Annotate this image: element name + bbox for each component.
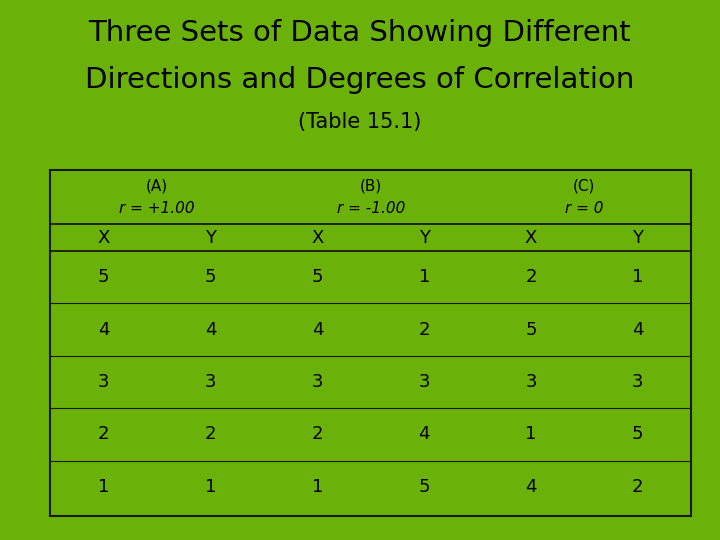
Text: 2: 2: [418, 321, 430, 339]
Text: 3: 3: [312, 373, 323, 391]
Text: (Table 15.1): (Table 15.1): [298, 112, 422, 132]
Text: 3: 3: [205, 373, 216, 391]
Bar: [50, 170, 691, 516]
Text: 1: 1: [632, 268, 644, 286]
Text: 3: 3: [526, 373, 536, 391]
Text: 2: 2: [205, 426, 216, 443]
Text: X: X: [525, 228, 537, 247]
Text: 5: 5: [312, 268, 323, 286]
Text: 1: 1: [98, 478, 109, 496]
Text: X: X: [98, 228, 110, 247]
Text: (A): (A): [146, 179, 168, 194]
Text: Y: Y: [419, 228, 430, 247]
Text: 4: 4: [205, 321, 216, 339]
Text: Y: Y: [632, 228, 643, 247]
Text: r = 0: r = 0: [565, 201, 603, 217]
Text: 2: 2: [632, 478, 644, 496]
Text: Three Sets of Data Showing Different: Three Sets of Data Showing Different: [89, 19, 631, 47]
Text: 2: 2: [98, 426, 109, 443]
Text: 1: 1: [312, 478, 323, 496]
Text: 1: 1: [418, 268, 430, 286]
Text: 5: 5: [205, 268, 216, 286]
Text: (B): (B): [360, 179, 382, 194]
Text: 5: 5: [98, 268, 109, 286]
Text: 4: 4: [526, 478, 536, 496]
Text: 2: 2: [312, 426, 323, 443]
Text: 4: 4: [418, 426, 430, 443]
Text: r = -1.00: r = -1.00: [337, 201, 405, 217]
Text: 3: 3: [632, 373, 644, 391]
Text: 2: 2: [526, 268, 536, 286]
Text: r = +1.00: r = +1.00: [120, 201, 195, 217]
Text: Y: Y: [205, 228, 216, 247]
Text: 4: 4: [312, 321, 323, 339]
Text: 5: 5: [632, 426, 644, 443]
Text: 3: 3: [418, 373, 430, 391]
Text: 3: 3: [98, 373, 109, 391]
Text: (C): (C): [573, 179, 595, 194]
Text: 5: 5: [526, 321, 536, 339]
Text: 4: 4: [98, 321, 109, 339]
Text: 4: 4: [632, 321, 644, 339]
Text: 1: 1: [205, 478, 216, 496]
Text: 1: 1: [526, 426, 536, 443]
Text: Directions and Degrees of Correlation: Directions and Degrees of Correlation: [85, 66, 635, 94]
Text: X: X: [311, 228, 323, 247]
Text: 5: 5: [418, 478, 430, 496]
